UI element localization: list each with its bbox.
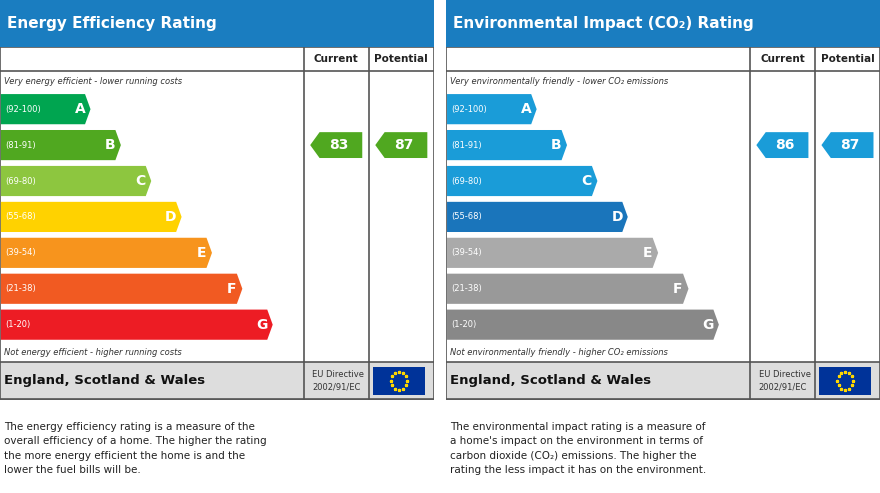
Polygon shape: [1, 130, 121, 160]
Text: Not energy efficient - higher running costs: Not energy efficient - higher running co…: [4, 348, 182, 357]
Polygon shape: [447, 274, 688, 304]
Text: (1-20): (1-20): [5, 320, 31, 329]
Text: The environmental impact rating is a measure of
a home's impact on the environme: The environmental impact rating is a mea…: [451, 422, 707, 475]
Text: 87: 87: [393, 138, 413, 152]
Text: The energy efficiency rating is a measure of the
overall efficiency of a home. T: The energy efficiency rating is a measur…: [4, 422, 267, 475]
Text: (39-54): (39-54): [5, 248, 36, 257]
Bar: [0, 0, 434, 47]
Text: (69-80): (69-80): [451, 176, 482, 185]
Text: Very energy efficient - lower running costs: Very energy efficient - lower running co…: [4, 77, 182, 86]
Text: C: C: [136, 174, 146, 188]
Polygon shape: [1, 238, 212, 268]
Text: G: G: [256, 317, 268, 332]
Text: Not environmentally friendly - higher CO₂ emissions: Not environmentally friendly - higher CO…: [451, 348, 669, 357]
Polygon shape: [1, 166, 151, 196]
Text: (81-91): (81-91): [451, 141, 482, 149]
Text: Environmental Impact (CO₂) Rating: Environmental Impact (CO₂) Rating: [452, 16, 753, 31]
Bar: [0, 47, 434, 399]
Text: (21-38): (21-38): [5, 284, 36, 293]
Polygon shape: [447, 94, 537, 124]
Polygon shape: [447, 130, 567, 160]
Text: EU Directive
2002/91/EC: EU Directive 2002/91/EC: [759, 370, 810, 391]
Polygon shape: [447, 166, 598, 196]
Polygon shape: [447, 238, 658, 268]
Text: (21-38): (21-38): [451, 284, 482, 293]
Polygon shape: [756, 132, 809, 158]
Text: Energy Efficiency Rating: Energy Efficiency Rating: [6, 16, 216, 31]
Text: Potential: Potential: [374, 54, 429, 64]
Text: D: D: [612, 210, 623, 224]
Text: England, Scotland & Wales: England, Scotland & Wales: [4, 374, 205, 387]
Bar: [373, 367, 425, 395]
Text: (92-100): (92-100): [5, 105, 41, 114]
Text: F: F: [673, 282, 683, 296]
Text: Current: Current: [760, 54, 805, 64]
Text: 83: 83: [329, 138, 348, 152]
Text: C: C: [582, 174, 592, 188]
Polygon shape: [447, 202, 627, 232]
Text: (55-68): (55-68): [451, 212, 482, 221]
Text: A: A: [75, 102, 85, 116]
Polygon shape: [375, 132, 428, 158]
Text: (55-68): (55-68): [5, 212, 36, 221]
Polygon shape: [1, 94, 91, 124]
Text: E: E: [196, 246, 206, 260]
Text: 86: 86: [775, 138, 795, 152]
Text: Very environmentally friendly - lower CO₂ emissions: Very environmentally friendly - lower CO…: [451, 77, 669, 86]
Text: 87: 87: [840, 138, 859, 152]
Bar: [819, 367, 871, 395]
Polygon shape: [821, 132, 874, 158]
Text: B: B: [105, 138, 115, 152]
Text: (92-100): (92-100): [451, 105, 488, 114]
Text: B: B: [551, 138, 561, 152]
Text: A: A: [521, 102, 532, 116]
Polygon shape: [1, 274, 242, 304]
Text: (69-80): (69-80): [5, 176, 36, 185]
Text: E: E: [642, 246, 652, 260]
Text: (81-91): (81-91): [5, 141, 36, 149]
Text: D: D: [165, 210, 177, 224]
Text: England, Scotland & Wales: England, Scotland & Wales: [451, 374, 651, 387]
Bar: [446, 47, 880, 399]
Polygon shape: [1, 202, 181, 232]
Text: G: G: [702, 317, 714, 332]
Text: (39-54): (39-54): [451, 248, 482, 257]
Text: Current: Current: [314, 54, 359, 64]
Polygon shape: [447, 310, 719, 340]
Bar: [446, 362, 880, 399]
Bar: [0, 362, 434, 399]
Text: F: F: [227, 282, 237, 296]
Text: EU Directive
2002/91/EC: EU Directive 2002/91/EC: [312, 370, 364, 391]
Text: (1-20): (1-20): [451, 320, 477, 329]
Polygon shape: [310, 132, 363, 158]
Polygon shape: [1, 310, 273, 340]
Text: Potential: Potential: [820, 54, 875, 64]
Bar: [446, 0, 880, 47]
